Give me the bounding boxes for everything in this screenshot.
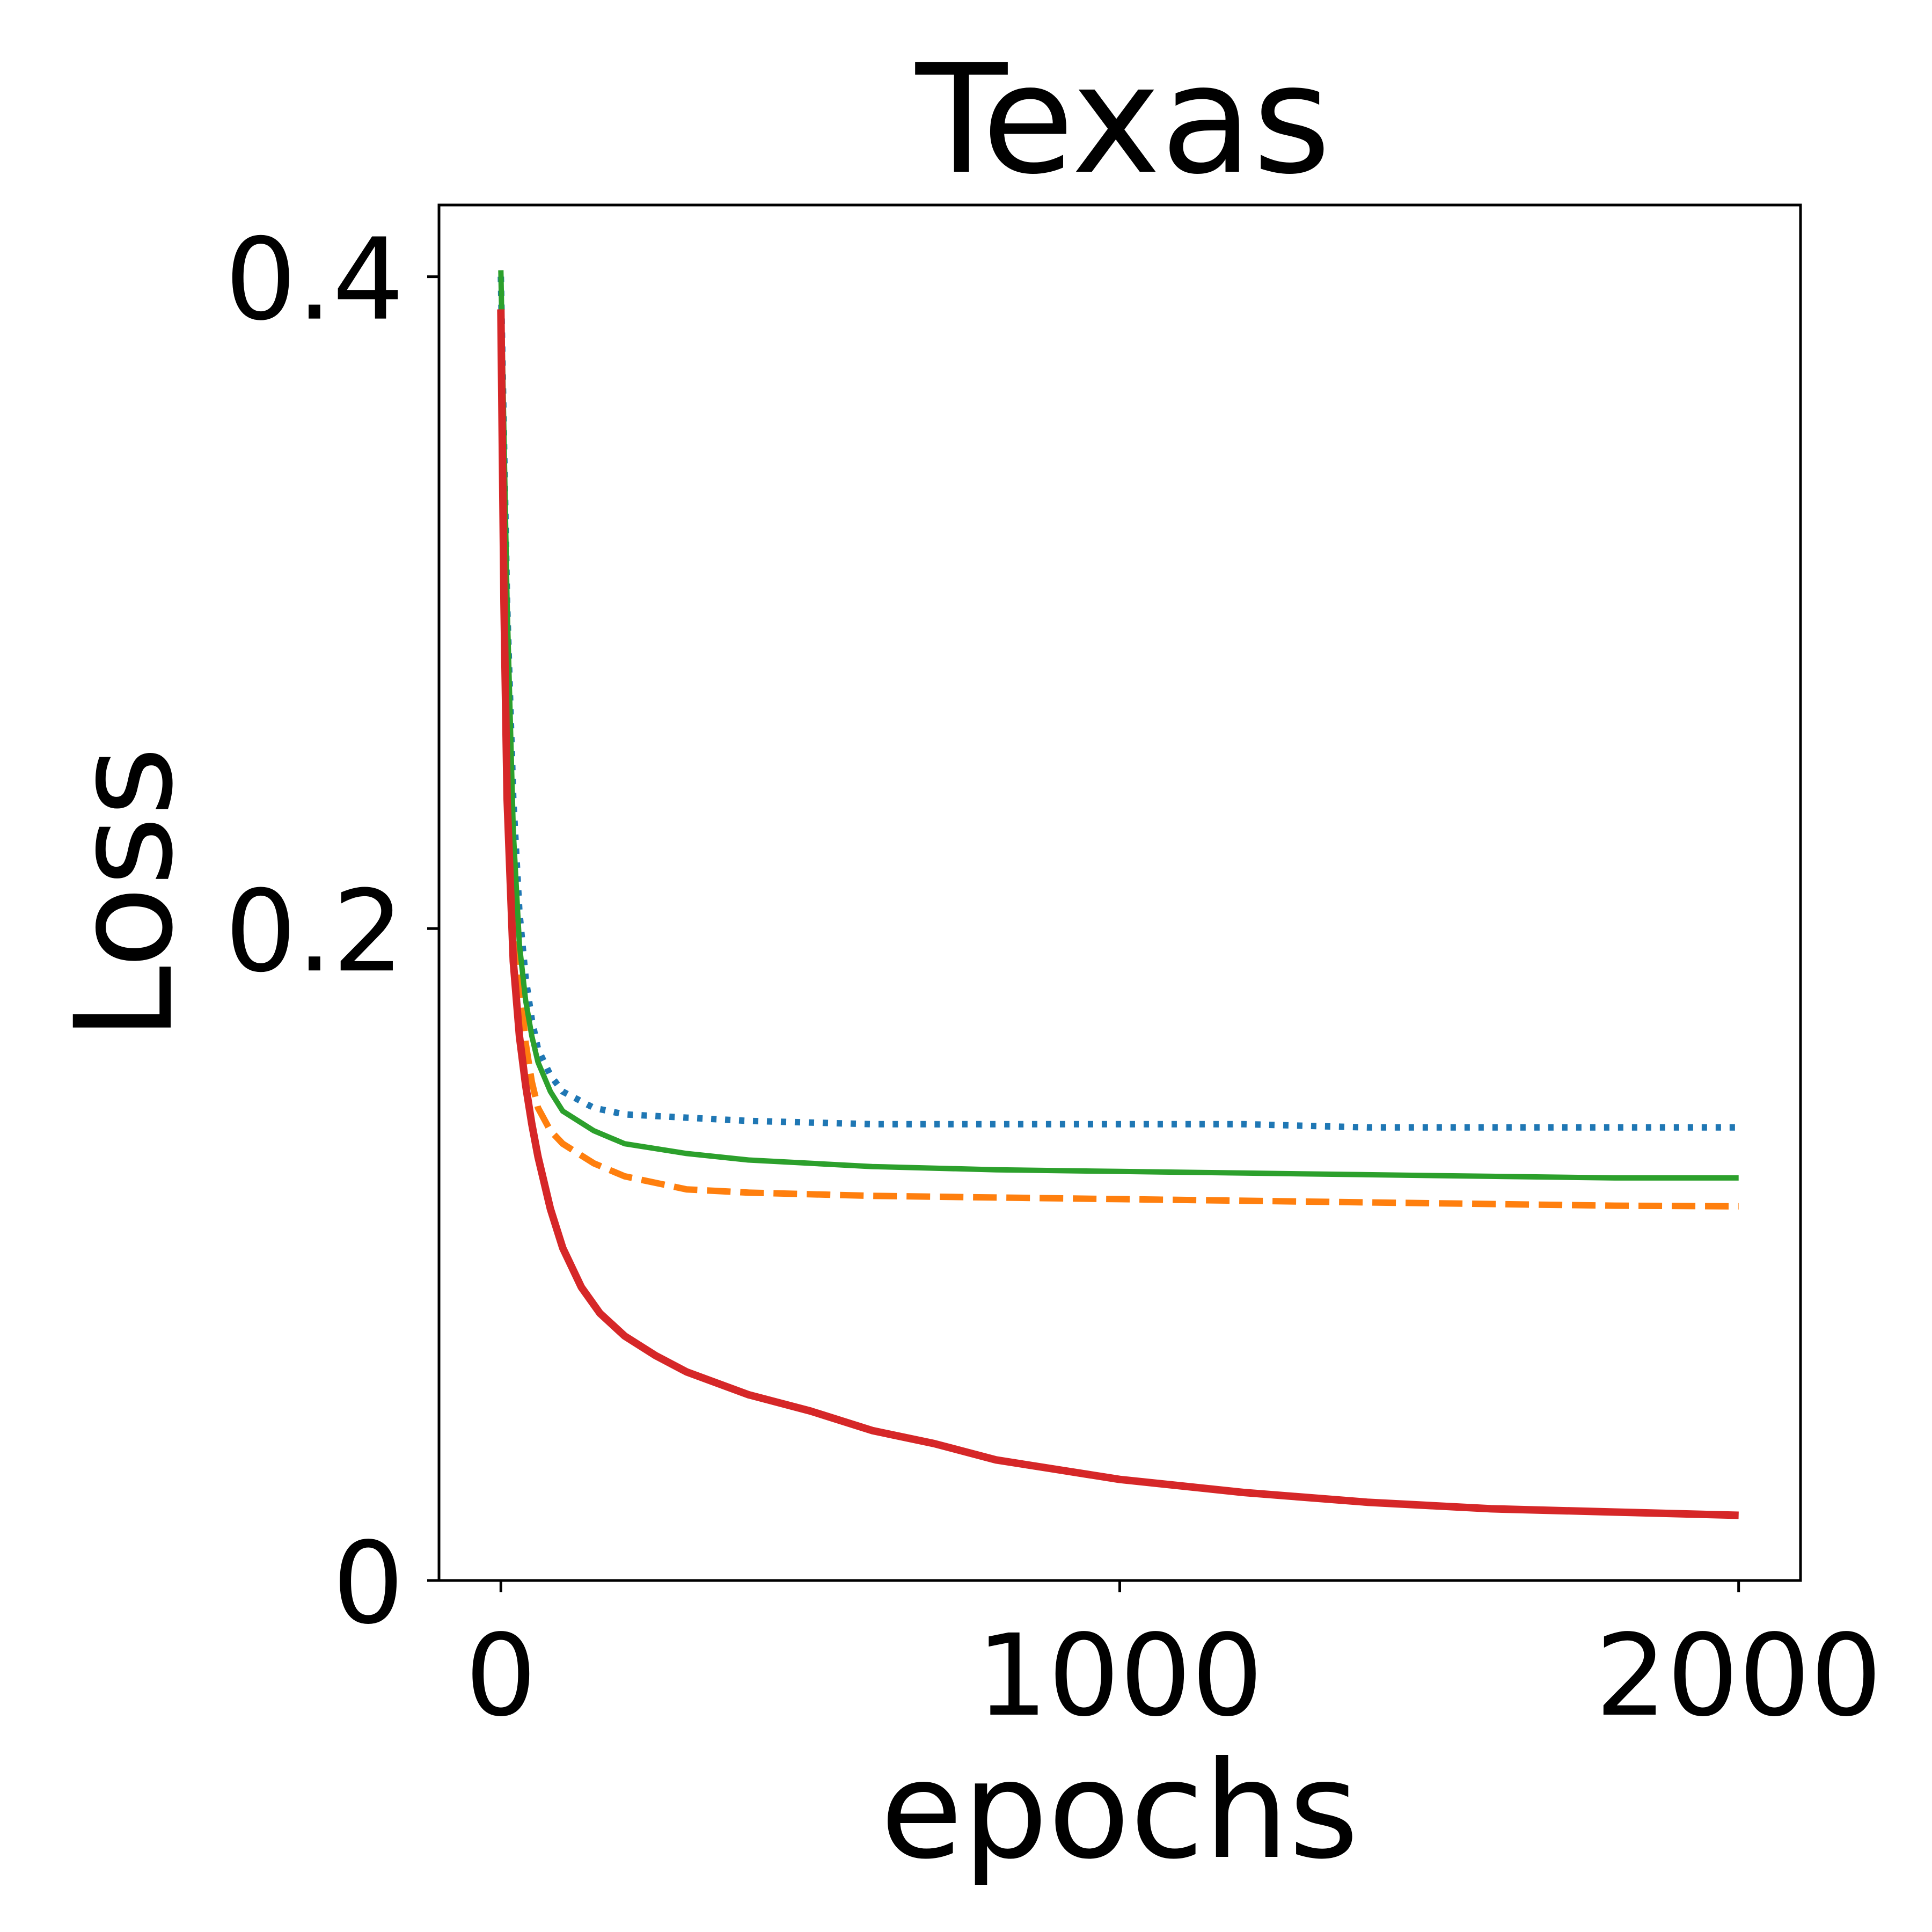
x-tick-label: 0: [465, 1610, 537, 1741]
y-tick-label: 0: [332, 1518, 404, 1649]
y-axis-label: Loss: [46, 747, 202, 1041]
x-tick-label: 1000: [976, 1610, 1263, 1741]
x-axis-label: epochs: [880, 1732, 1359, 1889]
plot-frame: [437, 203, 1802, 1582]
y-axis-ticks: 0 0.2 0.4: [225, 214, 439, 1649]
chart-title: Texas: [913, 33, 1331, 208]
x-axis-ticks: 0 1000 2000: [465, 1580, 1882, 1741]
series-line-3: [498, 270, 1739, 1181]
series-line-2: [497, 309, 1739, 1210]
series-line-4: [497, 309, 1739, 1519]
series-layer: [497, 270, 1739, 1519]
series-line-1: [497, 276, 1739, 1131]
y-tick-label: 0.2: [225, 866, 404, 997]
y-tick-label: 0.4: [225, 214, 404, 346]
x-tick-label: 2000: [1595, 1610, 1882, 1741]
